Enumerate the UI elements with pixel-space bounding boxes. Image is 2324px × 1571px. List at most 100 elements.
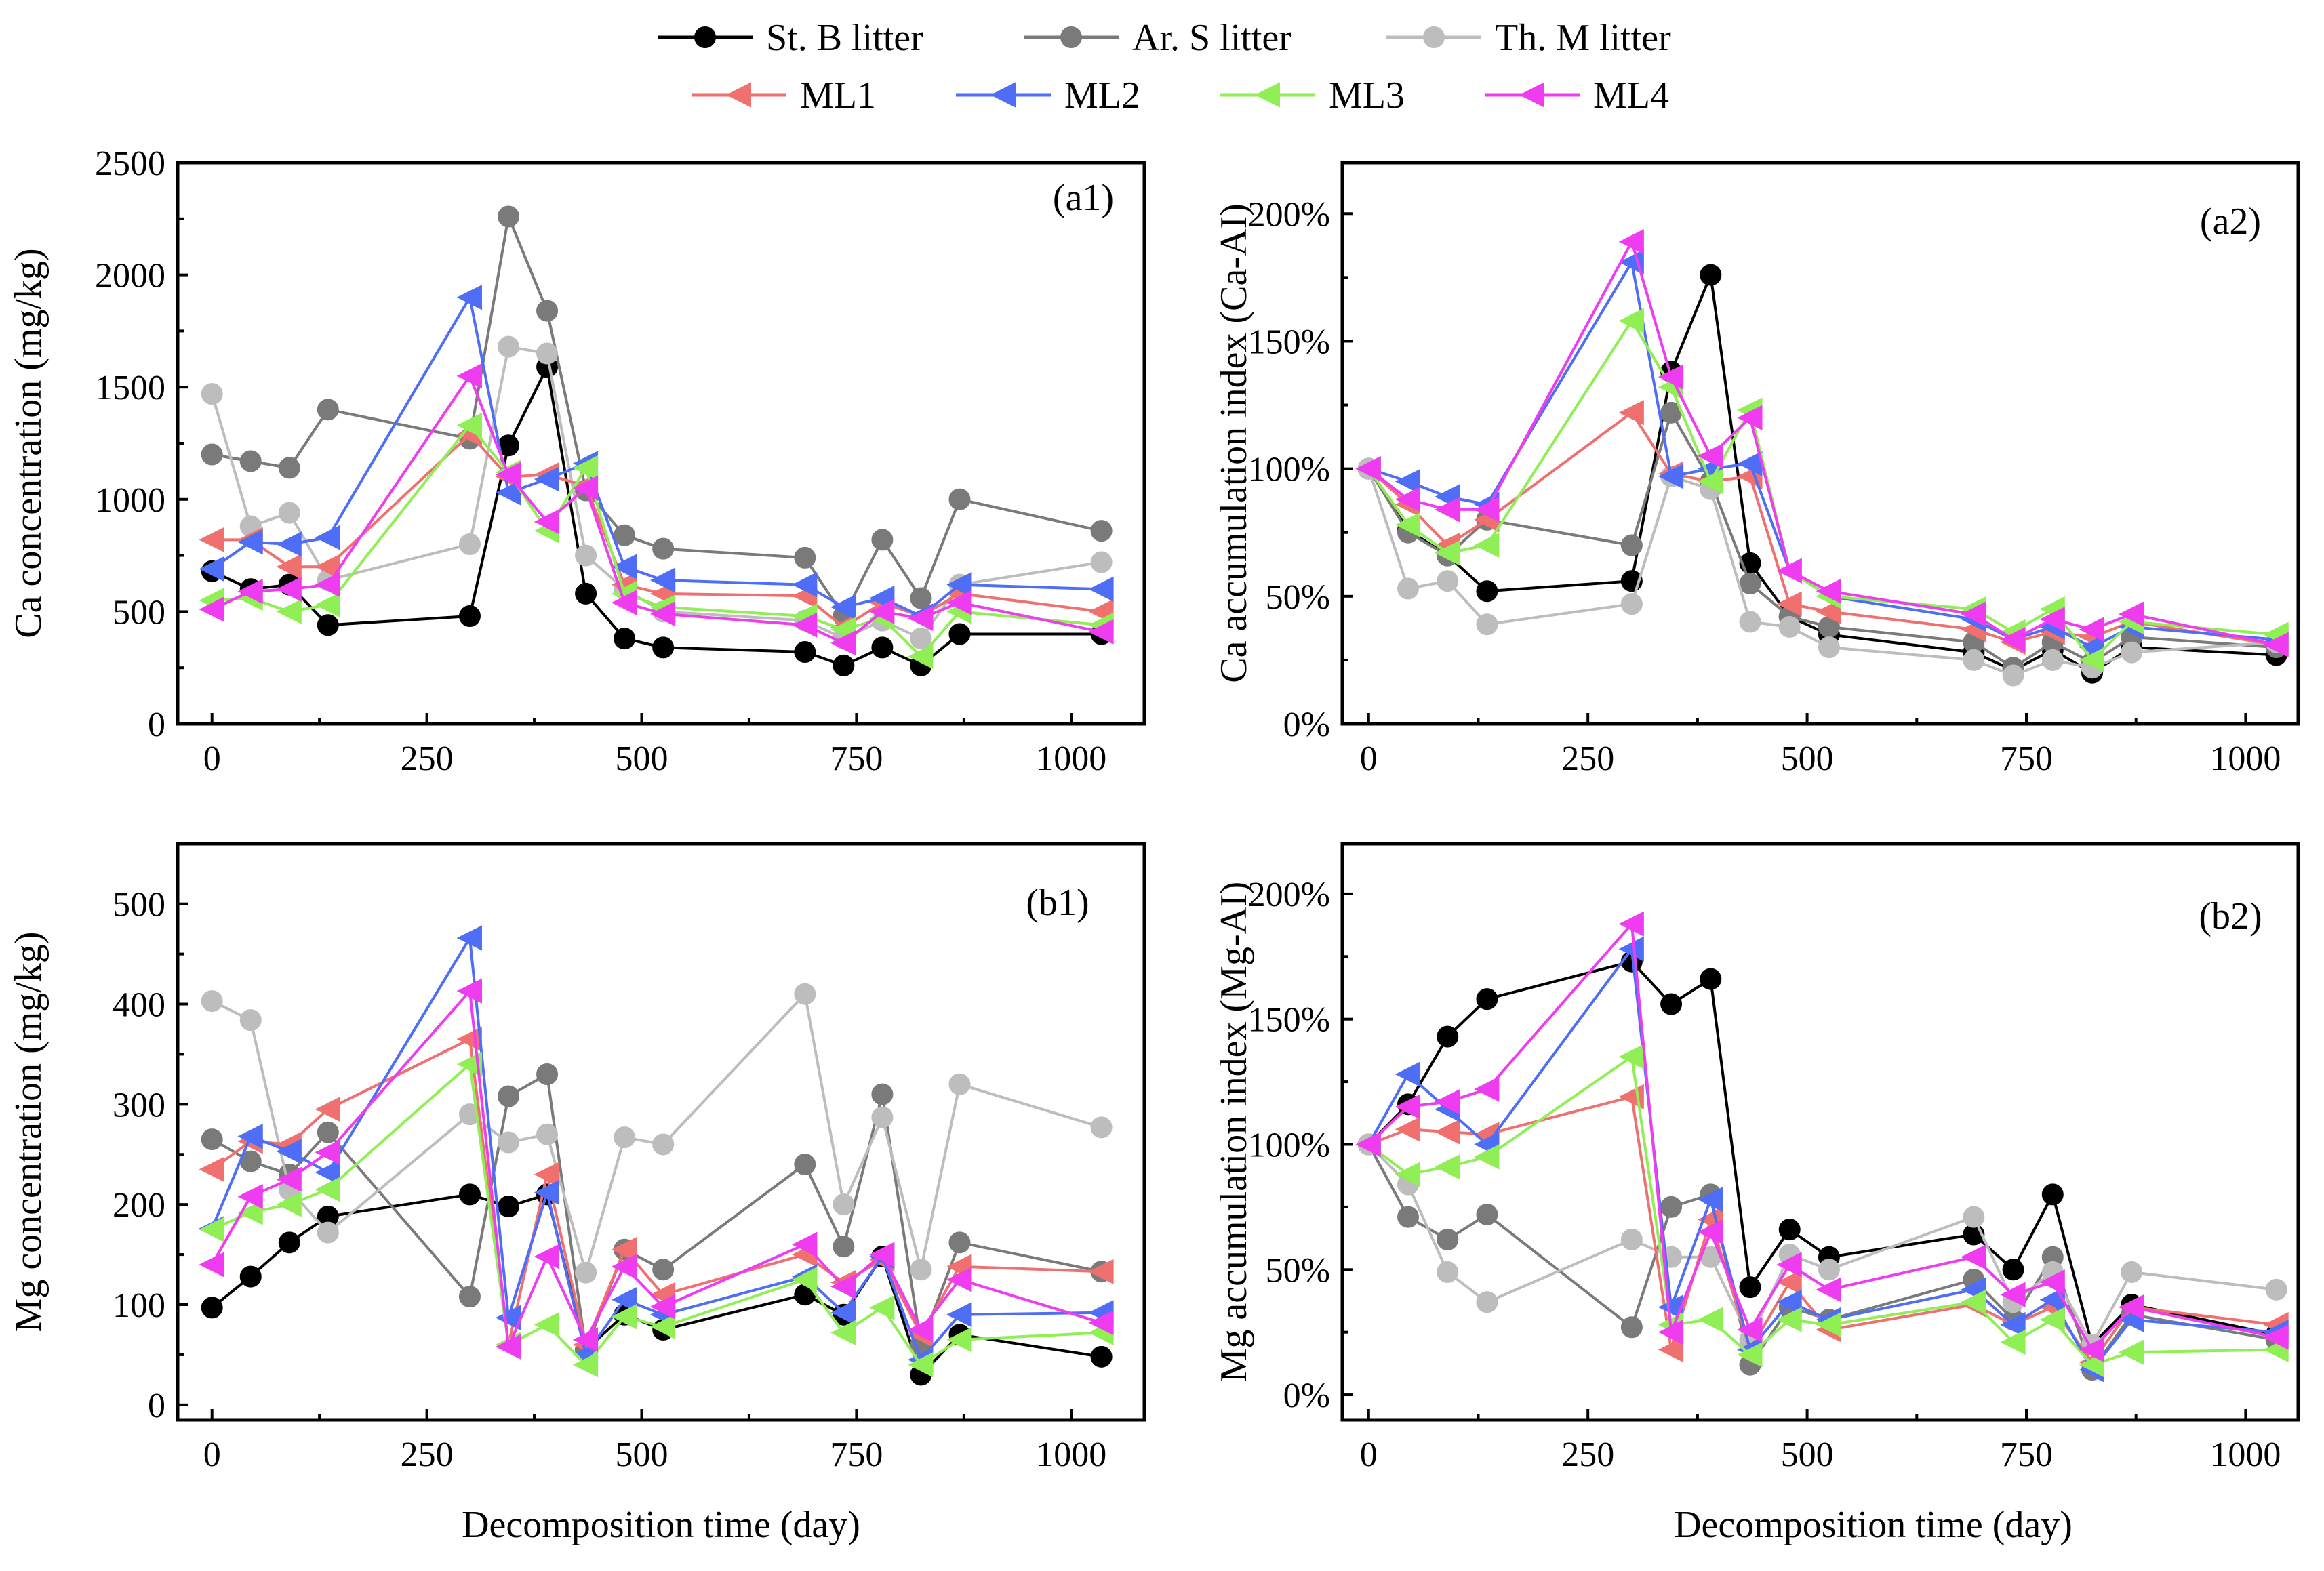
y-tick-label: 200% [1248,195,1330,234]
series-line [211,992,1102,1274]
data-point [611,590,637,615]
legend-marker [990,82,1016,108]
legend-marker [1519,82,1544,108]
legend-marker [725,82,751,108]
data-point [1961,1289,1986,1315]
y-axis-title: Mg concentration (mg/kg) [7,932,49,1332]
data-point [1355,456,1381,482]
data-point [1818,636,1840,659]
data-point [315,1139,340,1165]
x-tick-label: 1000 [2210,1435,2281,1474]
data-point [278,457,300,479]
data-point [1776,1252,1802,1278]
data-point [833,654,855,676]
data-point [315,1097,340,1122]
series-line [1367,922,2277,1351]
data-point [1700,264,1722,286]
data-point [534,1179,560,1206]
data-point [315,1177,340,1202]
data-point [237,1124,263,1149]
data-point [2121,1261,2143,1283]
data-point [1474,1076,1500,1102]
data-point [792,1267,818,1292]
data-point [495,462,521,487]
data-point [1476,580,1498,603]
data-point [1395,1116,1421,1142]
data-point [1434,540,1460,566]
data-point [1088,619,1114,645]
series-line [1367,411,2277,670]
series-line [212,424,1102,658]
data-point [276,1166,302,1192]
data-point [649,1313,676,1340]
data-point [1476,1291,1498,1313]
legend-label: Th. M litter [1495,17,1671,59]
data-point [2000,627,2026,653]
data-point [237,1200,263,1225]
data-point [317,1221,339,1244]
data-point [498,1085,520,1107]
data-point [1434,1154,1460,1180]
data-point [498,1196,520,1218]
data-point [458,1183,481,1206]
y-tick-label: 0 [148,706,165,744]
data-point [1618,400,1644,426]
data-point [317,614,339,636]
series-line [210,937,1102,1362]
y-tick-label: 400 [113,986,165,1025]
data-point [1437,1228,1459,1250]
data-point [317,1121,339,1143]
panel-b2: 0 250 500 750 1000 0% 50% 100% 150% 200%Mg accumu… [1213,842,2300,1474]
x-tick-label: 500 [1781,1435,1834,1474]
series-line [1368,260,2277,649]
data-point [1474,1144,1500,1170]
series-line [211,1038,1102,1347]
data-point [833,1236,855,1258]
data-point [1660,993,1683,1015]
data-point [871,529,894,551]
data-point [830,1300,856,1326]
series-ml4 [1355,911,2289,1363]
data-point [830,630,856,656]
y-tick-label: 200 [113,1186,165,1225]
data-point [315,572,340,598]
data-point [1618,911,1644,937]
plot-frame [176,842,1146,1422]
data-point [792,572,818,598]
x-tick-label: 750 [830,739,883,778]
plot-frame [1340,842,2300,1422]
data-point [946,1327,972,1353]
y-tick-label: 2000 [95,257,165,295]
data-point [534,509,560,535]
data-point [2041,1183,2064,1206]
x-tick-label: 250 [401,739,454,778]
data-point [536,300,559,322]
data-point [1739,573,1761,594]
data-point [1434,1119,1460,1145]
y-tick-label: 0% [1283,706,1330,744]
data-point [794,641,816,664]
legend-item-ml4: ML4 [1485,75,1669,117]
series-line [1367,1055,2277,1366]
data-point [536,342,559,365]
series-ml3 [199,1051,1114,1378]
legend-label: ML4 [1593,75,1669,117]
data-point [456,925,482,951]
data-point [1963,1206,1985,1228]
data-point [534,1162,560,1187]
data-point [611,554,637,579]
y-tick-label: 1500 [95,369,165,407]
legend-label: Ar. S litter [1132,17,1291,59]
data-point [1658,1337,1684,1363]
data-point [1476,613,1498,636]
data-point [830,1320,856,1346]
data-point [1620,1228,1643,1250]
data-point [278,502,300,524]
data-point [498,205,520,228]
data-point [456,285,482,310]
data-point [575,582,597,605]
series-line [1367,468,2277,677]
data-point [1776,591,1802,617]
y-tick-label: 1000 [95,481,165,520]
